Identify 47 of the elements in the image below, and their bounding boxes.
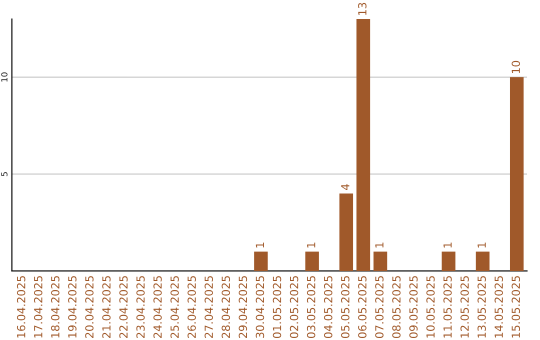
bar [442, 252, 456, 271]
x-tick-label: 25.04.2025 [170, 276, 179, 338]
x-tick-label: 07.05.2025 [375, 276, 384, 338]
x-tick-label: 24.04.2025 [153, 276, 162, 338]
bar [374, 252, 388, 271]
y-tick-label: 5 [1, 172, 8, 176]
x-tick-label: 01.05.2025 [272, 276, 282, 338]
data-label: 13 [358, 2, 367, 15]
x-tick-label: 16.04.2025 [16, 276, 26, 338]
x-tick-label: 27.04.2025 [204, 276, 213, 338]
x-tick-label: 15.05.2025 [512, 276, 520, 338]
data-label: 1 [375, 242, 384, 248]
x-tick-label: 09.05.2025 [409, 276, 418, 338]
x-tick-label: 03.05.2025 [306, 276, 316, 338]
x-tick-label: 13.05.2025 [478, 276, 486, 338]
bar [476, 252, 490, 271]
bar [356, 19, 370, 271]
x-tick-label: 02.05.2025 [290, 276, 298, 338]
data-label: 1 [307, 242, 316, 248]
data-label: 1 [256, 242, 264, 248]
x-tick-label: 17.04.2025 [34, 276, 42, 338]
x-tick-label: 18.04.2025 [51, 276, 60, 338]
bar [510, 77, 524, 271]
x-tick-label: 28.04.2025 [222, 276, 230, 338]
x-tick-label: 19.04.2025 [68, 276, 77, 338]
x-tick-label: 14.05.2025 [494, 276, 503, 338]
x-tick-label: 30.04.2025 [256, 276, 264, 338]
x-tick-label: 20.04.2025 [85, 276, 94, 338]
x-tick-label: 05.05.2025 [341, 276, 350, 338]
x-tick-label: 04.05.2025 [324, 276, 332, 338]
x-tick-label: 21.04.2025 [102, 276, 111, 338]
data-label: 10 [512, 60, 520, 74]
x-tick-label: 26.04.2025 [188, 276, 196, 338]
x-tick-label: 22.04.2025 [119, 276, 128, 338]
x-tick-label: 08.05.2025 [392, 276, 401, 338]
bar [254, 252, 268, 271]
bar [305, 252, 319, 271]
x-tick-label: 29.04.2025 [238, 276, 248, 338]
data-label: 1 [478, 242, 486, 248]
data-label: 4 [341, 184, 350, 190]
x-tick-label: 06.05.2025 [358, 276, 367, 338]
x-tick-label: 10.05.2025 [426, 276, 435, 338]
data-label: 1 [444, 242, 452, 248]
x-tick-label: 23.04.2025 [136, 276, 145, 338]
x-tick-label: 12.05.2025 [460, 276, 469, 338]
x-tick-label: 11.05.2025 [443, 276, 452, 338]
bar [339, 193, 354, 271]
